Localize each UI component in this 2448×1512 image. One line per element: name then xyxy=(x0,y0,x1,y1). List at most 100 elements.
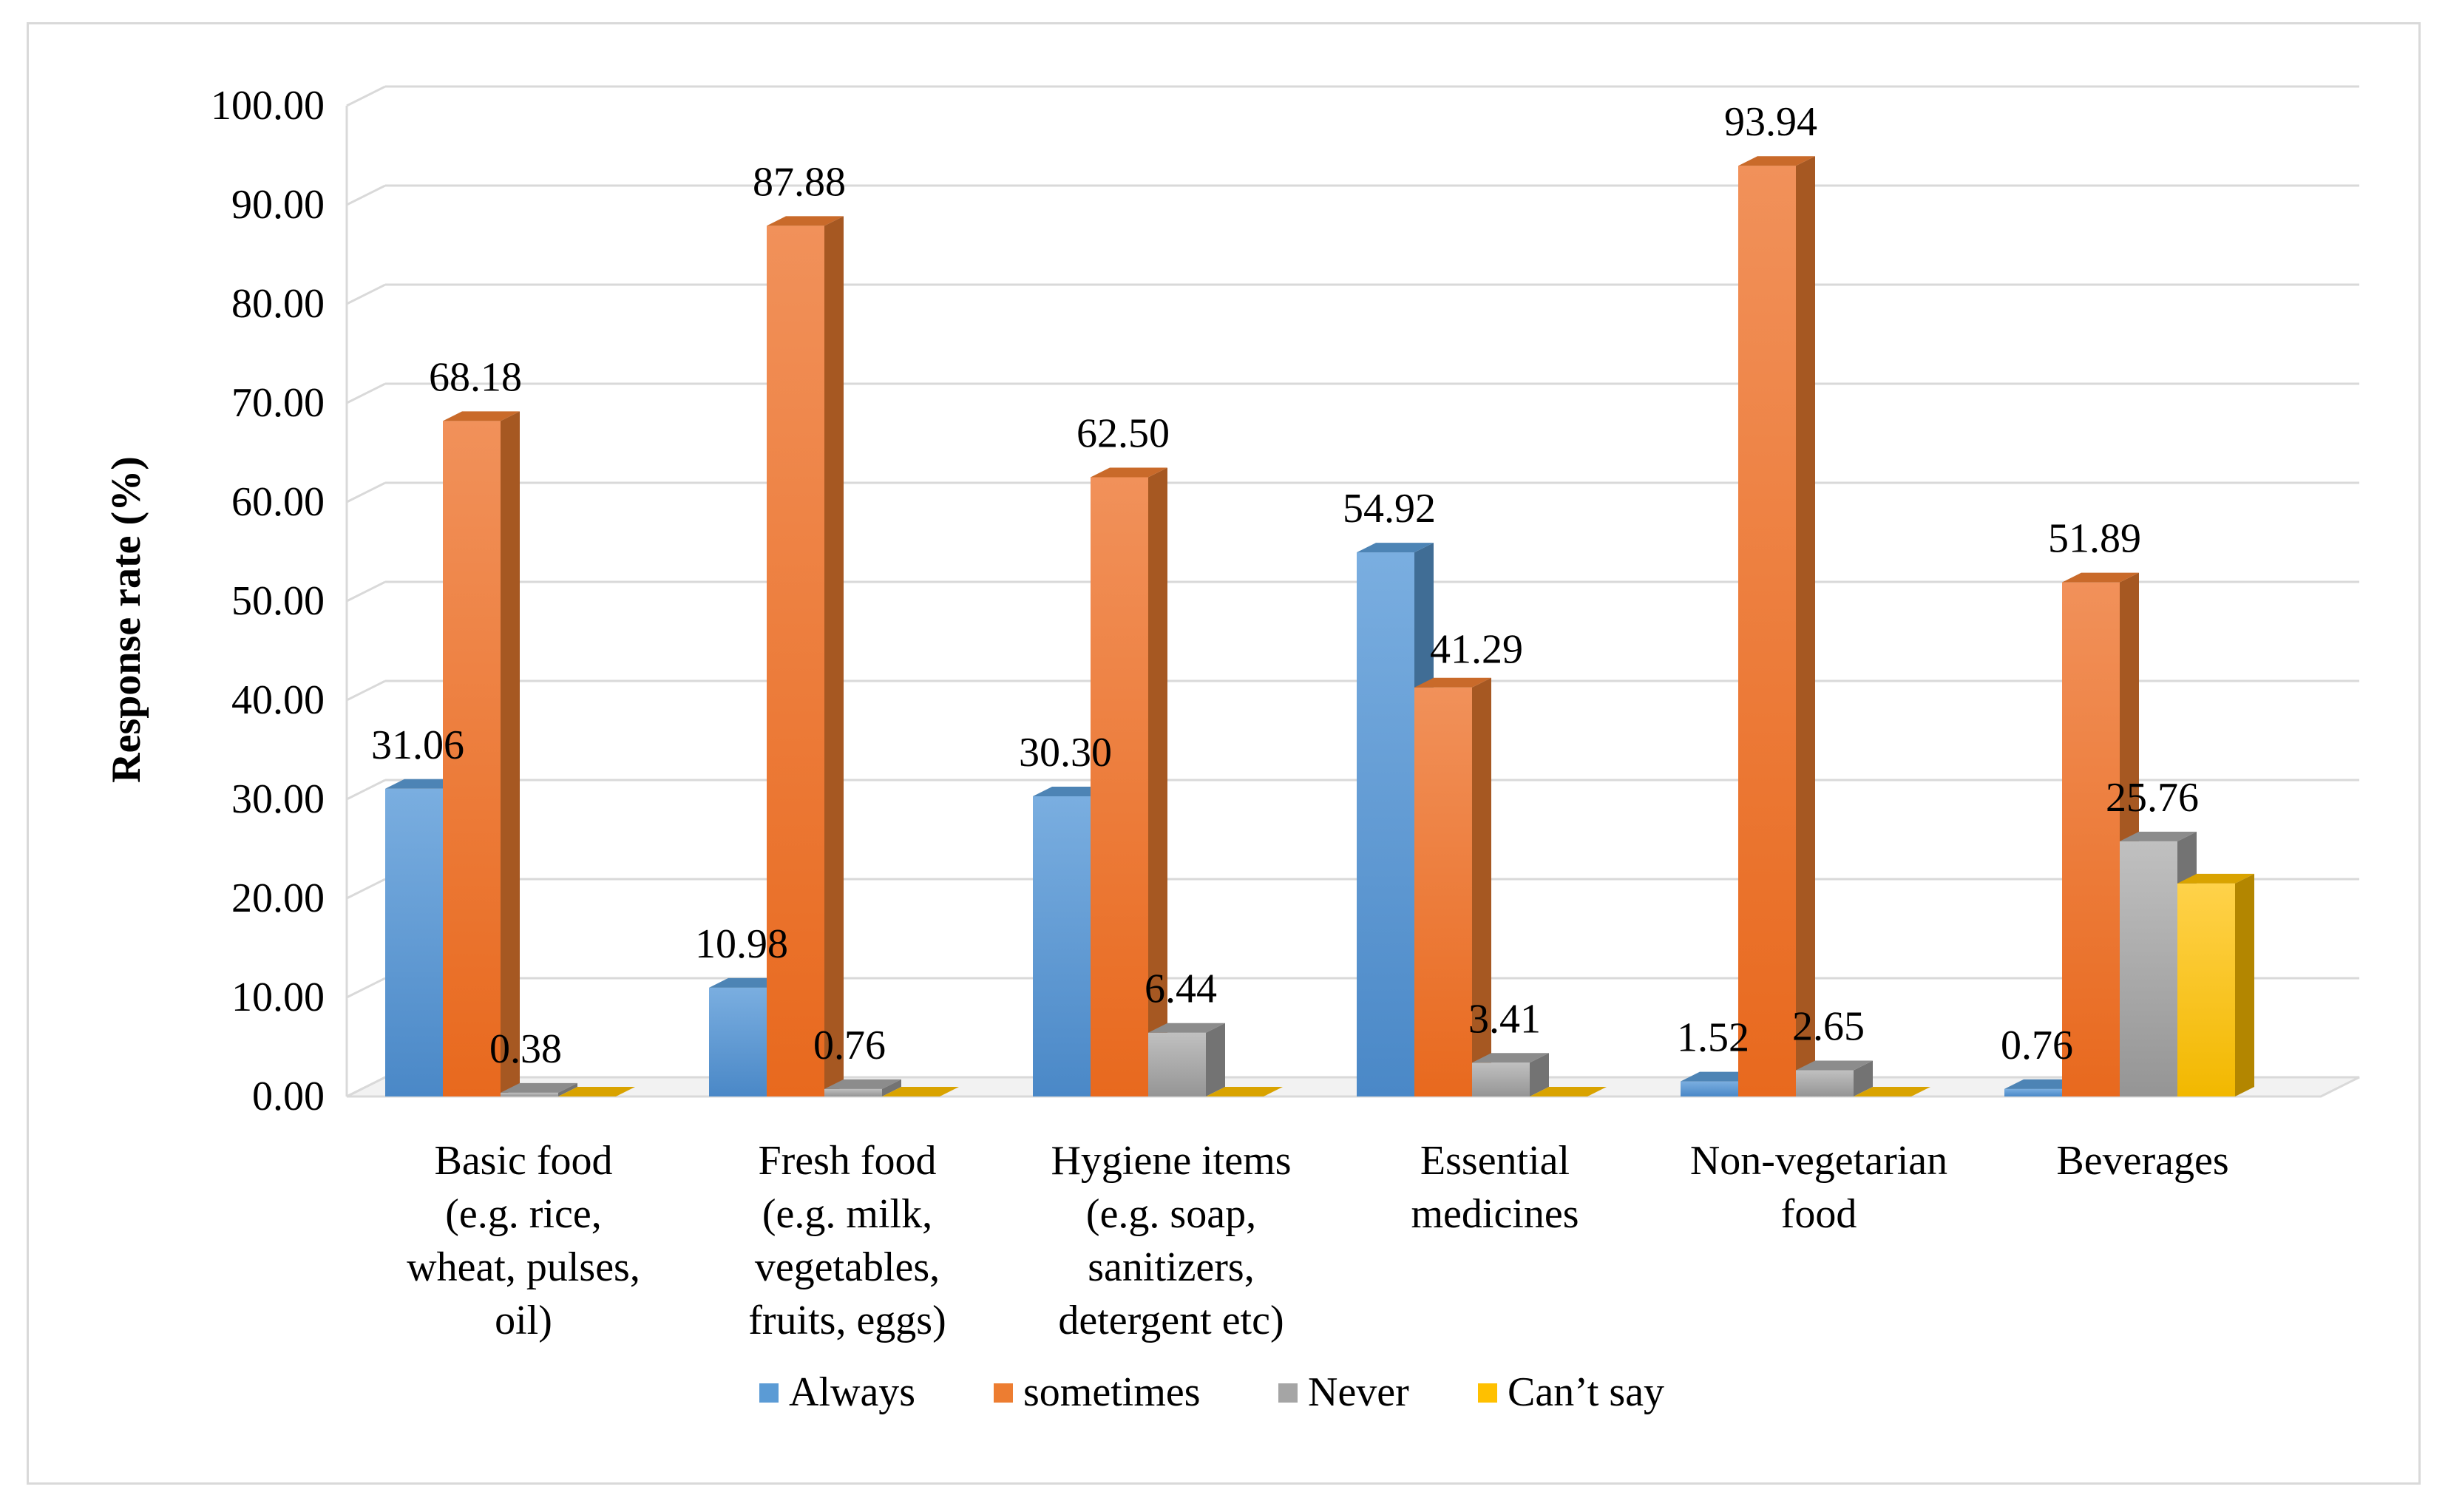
bar-top xyxy=(767,216,844,226)
bar-side xyxy=(1796,156,1815,1097)
bar-cantsay xyxy=(558,1087,635,1096)
bar-front xyxy=(2004,1088,2062,1096)
x-category-label: Essential medicines xyxy=(1411,1138,1579,1237)
gridline-depth xyxy=(346,283,386,305)
data-label: 2.65 xyxy=(1792,1003,1865,1049)
bar-side xyxy=(882,1079,901,1096)
y-tick-label: 70.00 xyxy=(231,380,325,426)
plot-area xyxy=(385,156,2254,1097)
bar-front xyxy=(767,226,824,1097)
x-category-label: Basic food (e.g. rice, wheat, pulses, oil) xyxy=(407,1138,640,1343)
data-label: 68.18 xyxy=(429,354,522,400)
data-label: 0.38 xyxy=(489,1026,562,1072)
y-tick-label: 40.00 xyxy=(231,677,325,723)
bar-front xyxy=(1738,166,1796,1097)
bar-front xyxy=(2120,841,2177,1096)
bar-front xyxy=(2062,582,2120,1096)
bar-side xyxy=(2235,873,2254,1096)
bar-top xyxy=(501,1082,577,1093)
bar-cantsay xyxy=(1530,1087,1607,1096)
gridline-depth xyxy=(346,679,386,702)
bar-sometimes xyxy=(1738,156,1815,1097)
data-label: 0.76 xyxy=(813,1023,886,1068)
bar-cantsay xyxy=(2177,873,2254,1096)
y-tick-label: 100.00 xyxy=(211,83,325,129)
bar-side xyxy=(1472,677,1491,1096)
bar-top xyxy=(1854,1087,1930,1096)
bar-never xyxy=(1796,1060,1873,1096)
legend: Always sometimes Never Can’t say xyxy=(759,1369,1664,1415)
bar-top xyxy=(2177,873,2254,884)
gridline-depth xyxy=(346,481,386,504)
y-tick-label: 60.00 xyxy=(231,479,325,525)
bar-front xyxy=(1796,1070,1854,1096)
bar-top xyxy=(1738,156,1815,166)
bar-top xyxy=(2120,831,2197,841)
bar-cantsay xyxy=(1854,1087,1930,1096)
bar-sometimes xyxy=(767,216,844,1097)
bar-never xyxy=(501,1082,577,1096)
bar-top xyxy=(1414,677,1491,688)
legend-label: Always xyxy=(789,1369,915,1415)
x-category-label: Hygiene items (e.g. soap, sanitizers, deter… xyxy=(1051,1138,1291,1343)
data-label: 51.89 xyxy=(2048,516,2141,562)
bar-front xyxy=(1091,477,1148,1096)
bar-top xyxy=(1530,1087,1607,1096)
bar-front xyxy=(824,1088,882,1096)
bar-front xyxy=(1472,1062,1530,1096)
bar-side xyxy=(824,216,844,1097)
y-axis-title: Response rate (%) xyxy=(104,456,149,783)
gridline-depth xyxy=(346,1076,386,1098)
gridline-depth xyxy=(346,382,386,404)
y-tick-label: 10.00 xyxy=(231,974,325,1020)
bar-front xyxy=(385,788,443,1096)
gridline-depth xyxy=(346,85,386,107)
chart-svg: 0.00 10.00 20.00 30.00 40.00 50.00 60.00 70.00 8… xyxy=(104,83,2360,1415)
data-label: 3.41 xyxy=(1468,996,1541,1042)
x-category-label: Non-vegetarian food xyxy=(1690,1138,1947,1237)
legend-swatch xyxy=(759,1383,779,1403)
data-label: 10.98 xyxy=(695,921,788,967)
bar-sometimes xyxy=(1091,467,1167,1096)
legend-swatch xyxy=(1278,1383,1298,1403)
bar-front xyxy=(1148,1032,1206,1096)
bar-front xyxy=(1414,687,1472,1096)
gridline-depth xyxy=(346,878,386,900)
bar-front xyxy=(1681,1081,1738,1096)
data-label: 62.50 xyxy=(1076,411,1170,457)
bar-side xyxy=(1854,1060,1873,1096)
data-label: 31.06 xyxy=(371,722,464,768)
data-label: 41.29 xyxy=(1430,627,1523,673)
legend-label: sometimes xyxy=(1023,1369,1201,1415)
bar-top xyxy=(1357,543,1434,553)
bar-top xyxy=(443,411,520,421)
data-label: 54.92 xyxy=(1343,486,1436,532)
bar-top xyxy=(1206,1087,1283,1096)
bar-side xyxy=(1206,1023,1225,1096)
x-axis-categories: Basic food (e.g. rice, wheat, pulses, oil) F… xyxy=(407,1138,2228,1343)
x-category-label: Fresh food (e.g. milk, vegetables, fruits, … xyxy=(748,1138,946,1343)
bar-top xyxy=(1796,1060,1873,1071)
y-tick-label: 0.00 xyxy=(252,1074,325,1119)
bar-top xyxy=(1091,467,1167,478)
legend-label: Never xyxy=(1308,1369,1409,1415)
gridline-depth xyxy=(346,580,386,603)
bar-front xyxy=(1033,796,1091,1096)
y-tick-label: 30.00 xyxy=(231,776,325,822)
legend-swatch xyxy=(1478,1383,1497,1403)
bar-front xyxy=(1357,552,1414,1096)
bar-never xyxy=(1148,1023,1225,1096)
x-category-label: Beverages xyxy=(2056,1138,2228,1184)
y-axis: 0.00 10.00 20.00 30.00 40.00 50.00 60.00 70.00 8… xyxy=(211,83,348,1119)
bar-never xyxy=(824,1079,901,1096)
data-label: 93.94 xyxy=(1724,99,1817,145)
bar-never xyxy=(1472,1053,1549,1096)
bar-front xyxy=(501,1092,558,1096)
gridline-depth xyxy=(346,779,386,801)
legend-item: Always xyxy=(759,1369,915,1415)
bar-front xyxy=(2177,883,2235,1096)
bar-sometimes xyxy=(443,411,520,1096)
bar-top xyxy=(1148,1023,1225,1033)
bar-sometimes xyxy=(1414,677,1491,1096)
legend-item: Never xyxy=(1278,1369,1409,1415)
